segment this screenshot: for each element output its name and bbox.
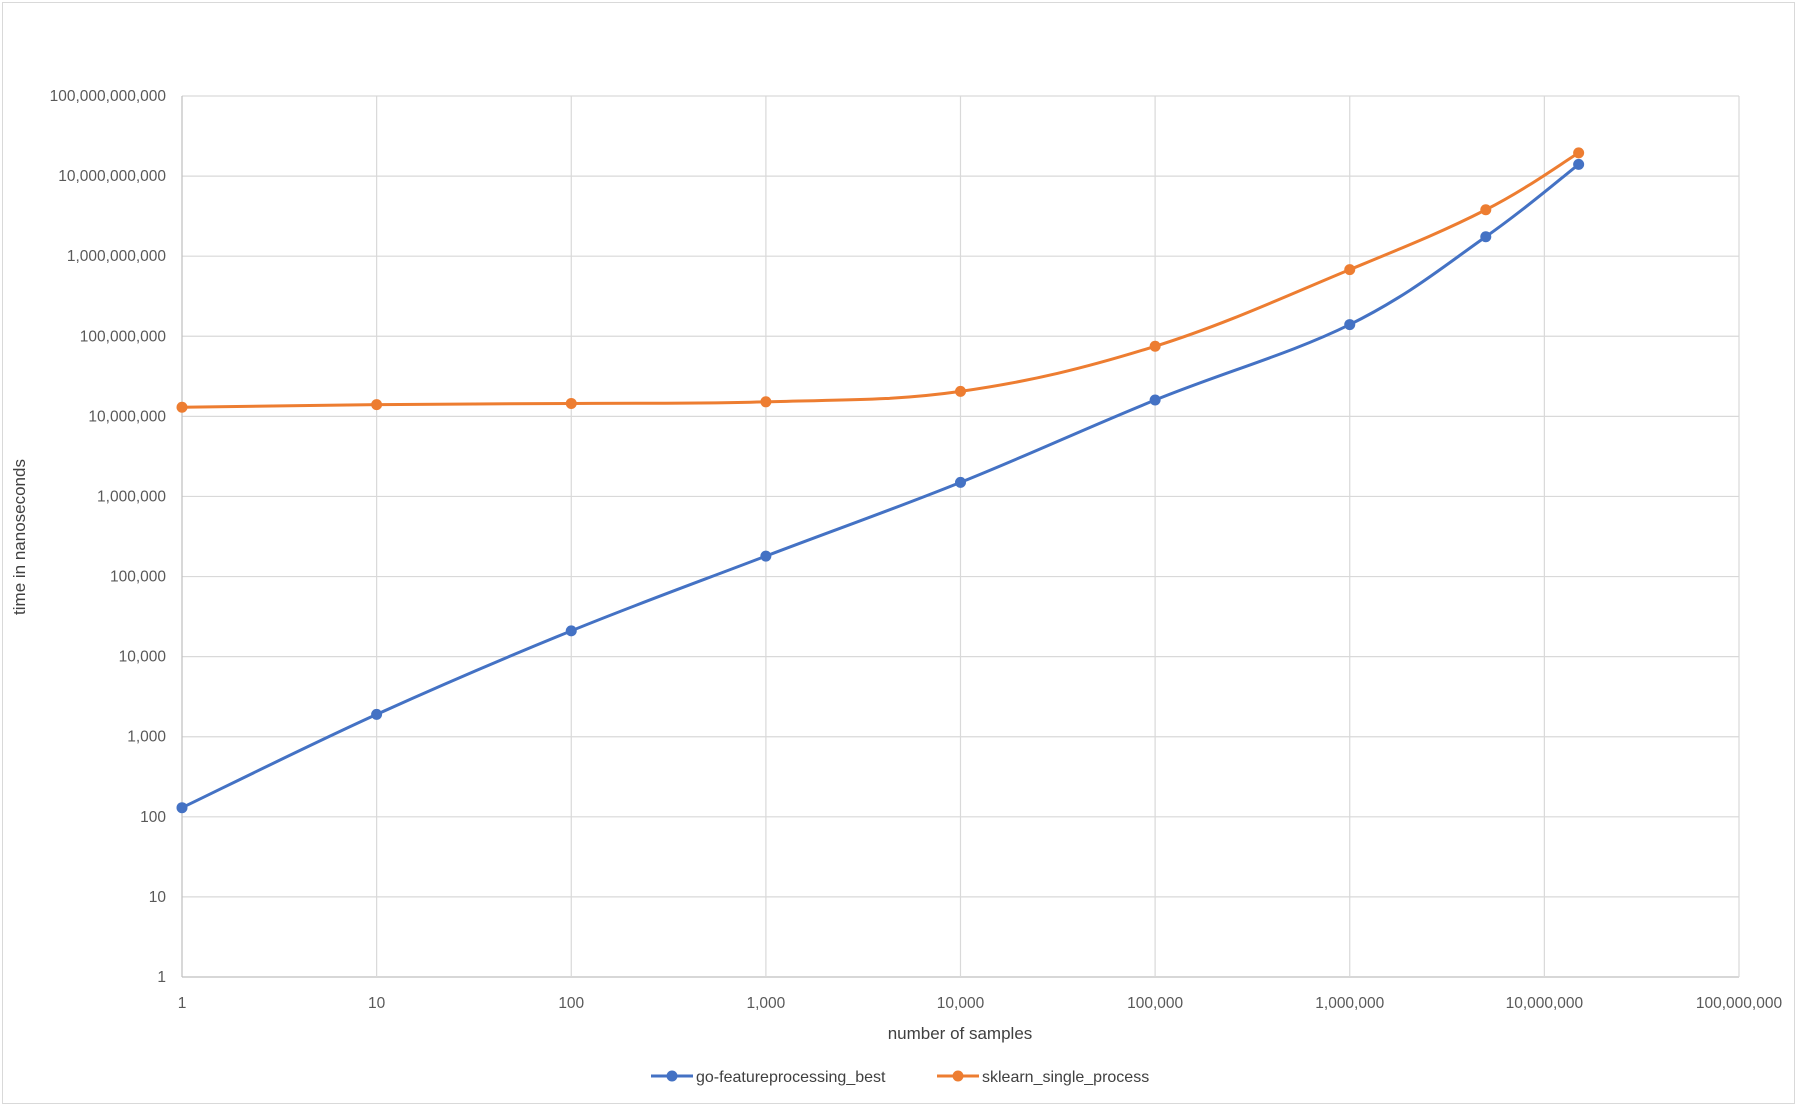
y-tick-label: 10,000,000: [88, 408, 166, 425]
y-tick-label: 10,000: [119, 649, 167, 666]
data-point-sklearn-single-process: [565, 397, 577, 409]
x-tick-label: 100: [558, 995, 584, 1012]
legend-label-sklearn-single-process: sklearn_single_process: [982, 1069, 1149, 1086]
y-tick-label: 100,000,000,000: [50, 88, 167, 105]
y-axis-title: time in nanoseconds: [10, 459, 29, 615]
x-tick-label: 100,000,000: [1696, 995, 1783, 1012]
x-tick-label: 10,000,000: [1506, 995, 1584, 1012]
y-tick-label: 1: [157, 969, 166, 986]
x-tick-label: 1: [178, 995, 187, 1012]
x-tick-label: 1,000,000: [1315, 995, 1384, 1012]
y-tick-label: 100,000: [110, 569, 166, 586]
data-point-go-featureprocessing-best: [1573, 158, 1585, 170]
data-point-sklearn-single-process: [1480, 204, 1492, 216]
y-tick-label: 100: [140, 809, 166, 826]
data-point-go-featureprocessing-best: [1149, 394, 1161, 406]
legend-item-sklearn-single-process: sklearn_single_process: [937, 1069, 1149, 1086]
data-point-go-featureprocessing-best: [760, 550, 772, 562]
series-line-sklearn-single-process: [180, 151, 1581, 409]
data-point-sklearn-single-process: [176, 401, 188, 413]
series-group: [176, 147, 1585, 814]
data-point-sklearn-single-process: [760, 396, 772, 408]
x-tick-label: 1,000: [746, 995, 785, 1012]
data-point-go-featureprocessing-best: [565, 625, 577, 637]
series-sklearn-single-process: [176, 147, 1585, 413]
legend-marker-sklearn-single-process: [952, 1070, 964, 1082]
x-tick-label: 10,000: [937, 995, 985, 1012]
data-point-sklearn-single-process: [955, 385, 966, 397]
data-point-sklearn-single-process: [371, 399, 383, 411]
y-tick-label: 10: [149, 889, 167, 906]
data-point-go-featureprocessing-best: [371, 708, 383, 720]
y-tick-label: 10,000,000,000: [58, 168, 166, 185]
y-tick-label: 1,000: [127, 729, 166, 746]
data-point-go-featureprocessing-best: [1480, 231, 1492, 243]
data-point-go-featureprocessing-best: [1344, 319, 1356, 331]
legend: go-featureprocessing_best sklearn_single…: [651, 1069, 1149, 1086]
data-point-go-featureprocessing-best: [955, 476, 966, 488]
data-point-sklearn-single-process: [1344, 264, 1356, 276]
data-point-sklearn-single-process: [1573, 147, 1585, 159]
legend-label-go-featureprocessing-best: go-featureprocessing_best: [696, 1069, 886, 1086]
data-point-sklearn-single-process: [1149, 340, 1161, 352]
series-line-go-featureprocessing-best: [180, 162, 1581, 810]
y-tick-label: 100,000,000: [80, 328, 167, 345]
series-go-featureprocessing-best: [176, 158, 1585, 814]
y-tick-label: 1,000,000: [97, 488, 166, 505]
x-axis-tick-labels: 1 10 100 1,000 10,000 100,000 1,000,000 10,000,…: [178, 995, 1783, 1012]
x-tick-label: 10: [368, 995, 386, 1012]
legend-item-go-featureprocessing-best: go-featureprocessing_best: [651, 1069, 886, 1086]
y-axis-tick-labels: 1 10 100 1,000 10,000 100,000 1,000,000 10,000,…: [50, 88, 167, 986]
legend-marker-go-featureprocessing-best: [666, 1070, 678, 1082]
gridlines: [181, 95, 1740, 978]
data-point-go-featureprocessing-best: [176, 802, 188, 814]
y-tick-label: 1,000,000,000: [67, 248, 167, 265]
x-tick-label: 100,000: [1127, 995, 1183, 1012]
x-axis-title: number of samples: [888, 1024, 1033, 1043]
